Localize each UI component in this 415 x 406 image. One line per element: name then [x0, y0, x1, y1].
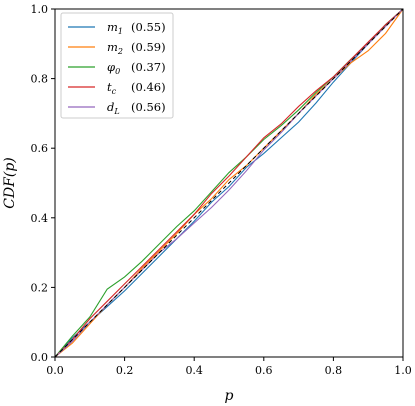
y-tick-label: 0.0 [31, 351, 49, 364]
y-tick-label: 1.0 [31, 3, 49, 16]
series-layer [54, 8, 404, 358]
series-line-4 [54, 8, 404, 358]
legend-series-name: m2 [107, 40, 123, 56]
x-tick-label: 0.4 [185, 364, 203, 377]
legend-series-name: φ0 [107, 60, 120, 76]
legend-box [60, 12, 174, 119]
legend-series-name: dL [107, 100, 120, 116]
reference-diagonal [54, 8, 404, 358]
legend-series-value: (0.55) [131, 20, 166, 34]
x-tick-label: 0.0 [46, 364, 64, 377]
legend: m1 (0.55) m2 (0.59) φ0 (0.37) tc (0.46) dL (0.56) [60, 12, 174, 119]
legend-series-name: tc [107, 80, 117, 96]
series-line-3 [54, 8, 404, 358]
legend-series-value: (0.46) [131, 80, 166, 94]
legend-series-name: m1 [107, 20, 123, 36]
x-tick-label: 0.8 [325, 364, 343, 377]
y-axis-label: CDF(p) [2, 157, 18, 209]
y-tick-label: 0.6 [31, 142, 49, 155]
y-tick-label: 0.2 [31, 281, 49, 294]
ticks-layer: 0.0 0.2 0.4 0.6 0.8 1.0 0.0 0.2 0.4 0.6 0.8 1.0 [31, 3, 412, 377]
y-tick-label: 0.8 [31, 73, 49, 86]
legend-series-value: (0.56) [131, 100, 166, 114]
x-tick-label: 1.0 [394, 364, 412, 377]
legend-series-value: (0.59) [131, 40, 166, 54]
x-axis-label: p [225, 388, 234, 404]
series-line-0 [54, 8, 404, 358]
y-tick-label: 0.4 [31, 212, 49, 225]
x-tick-label: 0.2 [116, 364, 134, 377]
legend-series-value: (0.37) [131, 60, 166, 74]
plot-frame [54, 8, 404, 358]
x-tick-label: 0.6 [255, 364, 273, 377]
